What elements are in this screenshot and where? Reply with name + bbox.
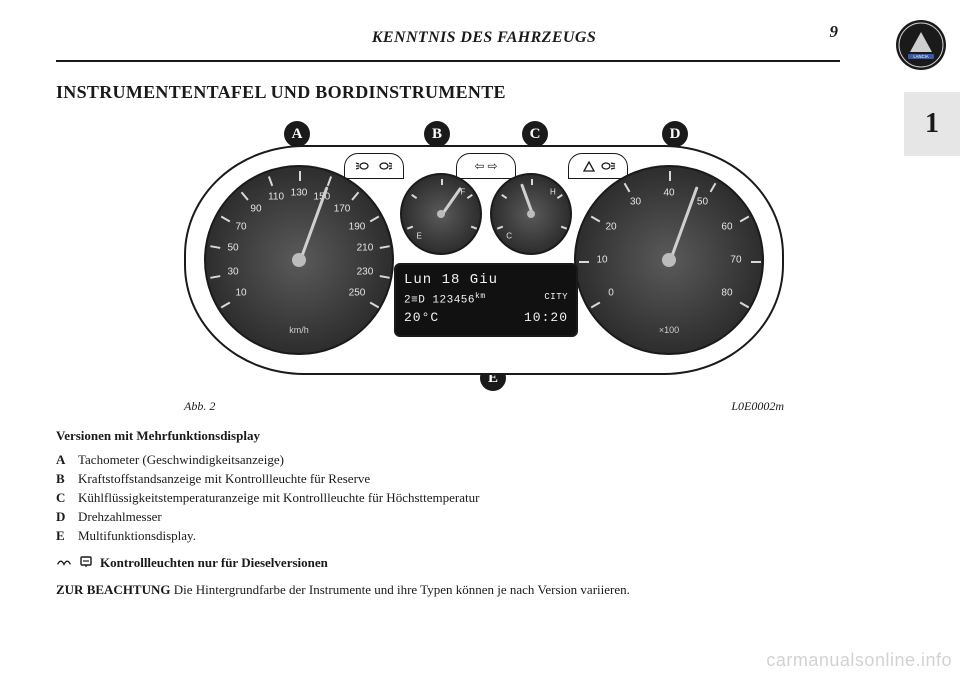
legend-text: Tachometer (Geschwindigkeitsanzeige): [78, 452, 284, 468]
legend-item: DDrehzahlmesser: [56, 509, 912, 525]
section-title: INSTRUMENTENTAFEL UND BORDINSTRUMENTE: [56, 82, 912, 103]
display-line3: 20°C 10:20: [404, 309, 568, 327]
legend-letter: C: [56, 490, 78, 506]
speedometer-gauge: 1030507090110130150170190210230250 km/h: [204, 165, 394, 355]
figure-wrap: A B C D E ⇦ ⇨ 10305070901101301501701902…: [56, 121, 912, 414]
instrument-cluster-figure: A B C D E ⇦ ⇨ 10305070901101301501701902…: [184, 121, 784, 391]
legend-text: Drehzahlmesser: [78, 509, 162, 525]
temperature-gauge: C H: [490, 173, 572, 255]
body-text: Versionen mit Mehrfunktionsdisplay ATach…: [56, 428, 912, 598]
glowplug-icon: [56, 555, 72, 572]
warning-label: ZUR BEACHTUNG: [56, 582, 171, 597]
variant-title: Versionen mit Mehrfunktionsdisplay: [56, 428, 912, 444]
gauge-hub: [292, 253, 306, 267]
tachometer-gauge: 01020304050607080 ×100: [574, 165, 764, 355]
manual-page: KENNTNIS DES FAHRZEUGS 9 LANCIA 1 INSTRU…: [0, 0, 960, 677]
watermark: carmanualsonline.info: [766, 650, 952, 671]
fuel-gauge: E F: [400, 173, 482, 255]
figure-label: Abb. 2: [184, 399, 215, 414]
callout-A: A: [284, 121, 310, 147]
legend-list: ATachometer (Geschwindigkeitsanzeige)BKr…: [56, 452, 912, 544]
gauge-hub: [527, 210, 535, 218]
figure-caption: Abb. 2 L0E0002m: [184, 399, 784, 414]
gauge-hub: [437, 210, 445, 218]
speedo-unit: km/h: [289, 325, 309, 335]
multifunction-display: Lun 18 Giu 2≡D 123456km CITY 20°C 10:20: [394, 263, 578, 337]
page-header: KENNTNIS DES FAHRZEUGS 9: [56, 22, 912, 54]
display-line1: Lun 18 Giu: [404, 271, 568, 291]
legend-letter: B: [56, 471, 78, 487]
legend-letter: D: [56, 509, 78, 525]
chapter-tab: 1: [904, 92, 960, 156]
legend-item: BKraftstoffstandsanzeige mit Kontrollleu…: [56, 471, 912, 487]
callout-B: B: [424, 121, 450, 147]
legend-text: Kühlflüssigkeitstemperaturanzeige mit Ko…: [78, 490, 479, 506]
legend-letter: A: [56, 452, 78, 468]
legend-item: CKühlflüssigkeitstemperaturanzeige mit K…: [56, 490, 912, 506]
warning-note: ZUR BEACHTUNG Die Hintergrundfarbe der I…: [56, 582, 912, 598]
legend-text: Kraftstoffstandsanzeige mit Kontrollleuc…: [78, 471, 370, 487]
page-number: 9: [830, 22, 839, 42]
header-rule: [56, 60, 840, 62]
callout-C: C: [522, 121, 548, 147]
gauge-hub: [662, 253, 676, 267]
header-title: KENNTNIS DES FAHRZEUGS: [372, 29, 596, 47]
callout-D: D: [662, 121, 688, 147]
icon-note-text: Kontrollleuchten nur für Dieselversionen: [100, 555, 328, 571]
legend-text: Multifunktionsdisplay.: [78, 528, 196, 544]
brand-logo: LANCIA: [894, 18, 948, 72]
figure-code: L0E0002m: [731, 399, 784, 414]
svg-text:LANCIA: LANCIA: [913, 54, 928, 59]
legend-item: ATachometer (Geschwindigkeitsanzeige): [56, 452, 912, 468]
waterinfuel-icon: [78, 554, 94, 572]
legend-item: EMultifunktionsdisplay.: [56, 528, 912, 544]
warning-text: Die Hintergrundfarbe der Instrumente und…: [171, 582, 630, 597]
tacho-unit: ×100: [659, 325, 679, 335]
display-line2: 2≡D 123456km CITY: [404, 291, 568, 309]
legend-letter: E: [56, 528, 78, 544]
chapter-number: 1: [925, 108, 939, 140]
icon-note: Kontrollleuchten nur für Dieselversionen: [56, 554, 912, 572]
